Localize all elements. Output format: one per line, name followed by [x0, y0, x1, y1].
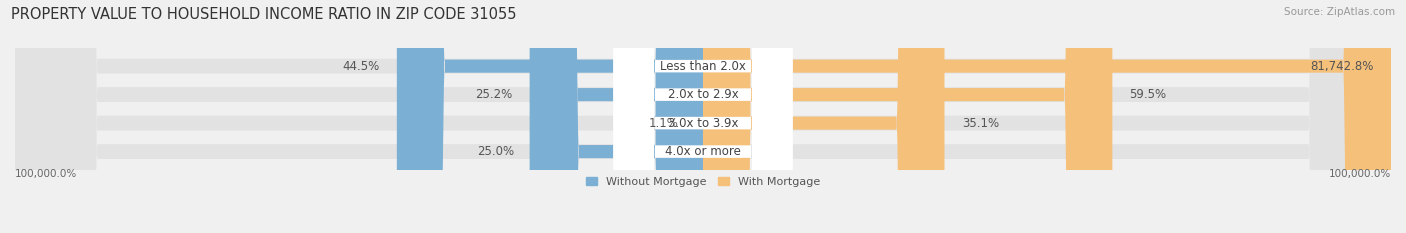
- Text: 25.0%: 25.0%: [477, 145, 513, 158]
- Text: 25.2%: 25.2%: [475, 88, 512, 101]
- Text: Less than 2.0x: Less than 2.0x: [659, 60, 747, 73]
- FancyBboxPatch shape: [613, 0, 793, 233]
- Text: PROPERTY VALUE TO HOUSEHOLD INCOME RATIO IN ZIP CODE 31055: PROPERTY VALUE TO HOUSEHOLD INCOME RATIO…: [11, 7, 517, 22]
- Text: 35.1%: 35.1%: [962, 116, 998, 130]
- FancyBboxPatch shape: [15, 0, 1391, 233]
- Legend: Without Mortgage, With Mortgage: Without Mortgage, With Mortgage: [582, 172, 824, 192]
- Text: Source: ZipAtlas.com: Source: ZipAtlas.com: [1284, 7, 1395, 17]
- Text: 81,742.8%: 81,742.8%: [1310, 60, 1374, 73]
- FancyBboxPatch shape: [15, 0, 1391, 233]
- FancyBboxPatch shape: [531, 0, 703, 233]
- FancyBboxPatch shape: [613, 0, 793, 233]
- Text: 2.0x to 2.9x: 2.0x to 2.9x: [668, 88, 738, 101]
- FancyBboxPatch shape: [703, 0, 945, 233]
- Text: 100,000.0%: 100,000.0%: [15, 169, 77, 179]
- FancyBboxPatch shape: [703, 0, 1391, 233]
- FancyBboxPatch shape: [396, 0, 703, 233]
- FancyBboxPatch shape: [613, 0, 793, 233]
- FancyBboxPatch shape: [613, 0, 793, 233]
- FancyBboxPatch shape: [15, 0, 1391, 233]
- Text: 3.0x to 3.9x: 3.0x to 3.9x: [668, 116, 738, 130]
- FancyBboxPatch shape: [655, 0, 744, 233]
- FancyBboxPatch shape: [703, 0, 1112, 233]
- Text: 44.5%: 44.5%: [343, 60, 380, 73]
- Text: 4.0x or more: 4.0x or more: [665, 145, 741, 158]
- Text: 59.5%: 59.5%: [1129, 88, 1167, 101]
- Text: 1.1%: 1.1%: [648, 116, 678, 130]
- FancyBboxPatch shape: [15, 0, 1391, 233]
- FancyBboxPatch shape: [530, 0, 703, 233]
- Text: 100,000.0%: 100,000.0%: [1329, 169, 1391, 179]
